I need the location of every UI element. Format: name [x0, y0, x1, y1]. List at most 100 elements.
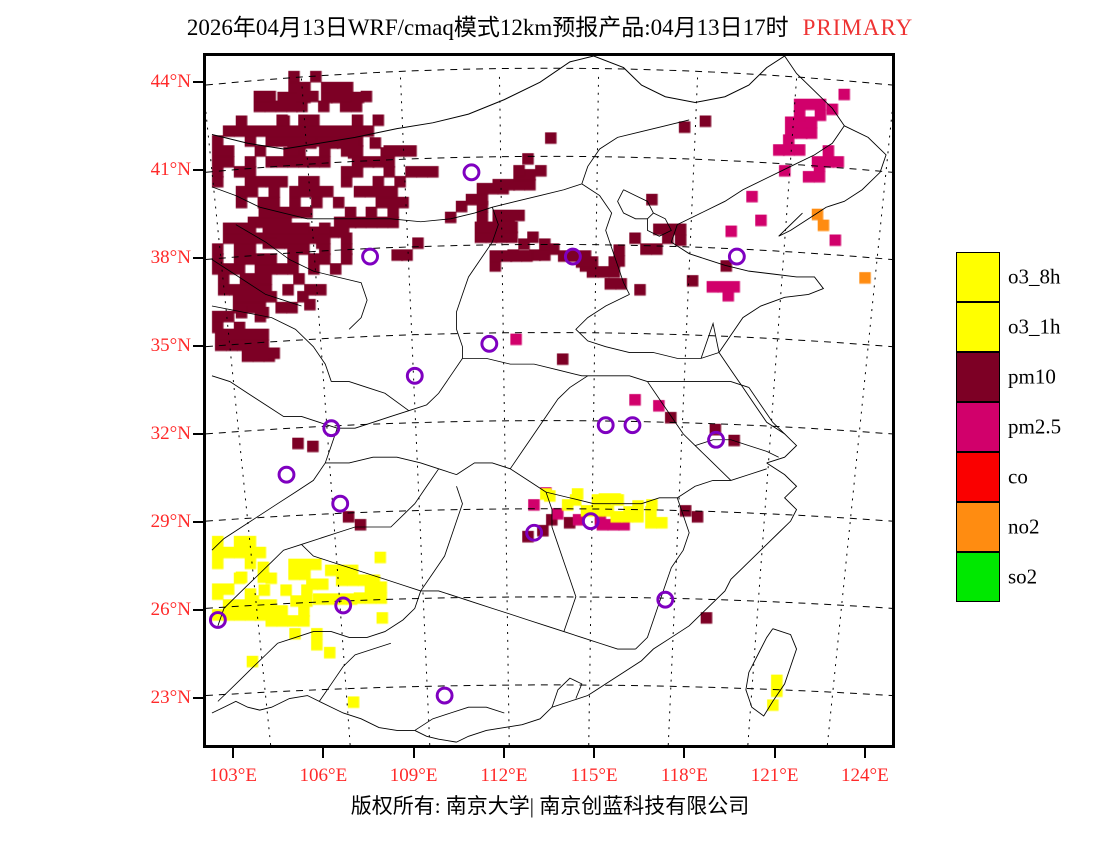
legend-row[interactable]: so2 — [956, 552, 1096, 602]
station-marker[interactable] — [581, 512, 600, 531]
legend-label: o3_1h — [1008, 314, 1061, 339]
boundary-line — [545, 491, 678, 505]
map-vector-overlay — [206, 56, 892, 745]
pollutant-legend: o3_8h o3_1h pm10 pm2.5 co no2 so2 — [956, 252, 1096, 602]
title-main-text: 2026年04月13日WRF/cmaq模式12km预报产品:04月13日17时 — [186, 15, 789, 40]
station-marker[interactable] — [623, 416, 642, 435]
x-axis-tick — [773, 748, 776, 758]
station-marker[interactable] — [707, 430, 725, 449]
station-marker[interactable] — [563, 247, 582, 266]
x-axis-label: 124°E — [841, 765, 889, 786]
station-marker[interactable] — [480, 334, 499, 353]
y-axis-tick — [193, 609, 203, 612]
station-marker[interactable] — [334, 596, 353, 615]
boundary-line — [235, 224, 368, 330]
legend-row[interactable]: pm10 — [956, 352, 1096, 402]
graticule-line — [399, 76, 431, 745]
x-axis-tick — [863, 748, 866, 758]
station-marker[interactable] — [525, 523, 544, 542]
y-axis-label: 32°N — [150, 423, 191, 445]
station-marker[interactable] — [405, 366, 424, 385]
boundary-line — [361, 206, 493, 223]
x-axis-tick — [593, 748, 596, 758]
boundary-line — [331, 381, 410, 412]
boundary-line — [301, 544, 421, 592]
y-axis-label: 41°N — [150, 159, 191, 181]
boundary-line — [617, 189, 654, 220]
boundary-line — [217, 544, 302, 626]
boundary-line — [545, 491, 577, 632]
boundary-line — [745, 628, 798, 717]
graticule-line — [206, 67, 892, 86]
legend-swatch-so2 — [956, 552, 1000, 602]
x-axis-label: 115°E — [570, 765, 618, 786]
legend-label: pm2.5 — [1008, 414, 1062, 439]
boundary-line — [211, 259, 302, 307]
y-axis-tick — [193, 345, 203, 348]
boundary-line — [420, 590, 636, 650]
boundary-line — [462, 357, 648, 382]
y-axis-tick — [193, 257, 203, 260]
y-axis-label: 29°N — [150, 511, 191, 533]
boundary-line — [593, 56, 785, 103]
boundary-line — [318, 642, 392, 702]
x-axis-label: 106°E — [299, 765, 348, 786]
graticule — [206, 67, 892, 745]
station-marker[interactable] — [208, 611, 227, 629]
legend-swatch-pm2-5 — [956, 402, 1000, 452]
legend-row[interactable]: pm2.5 — [956, 402, 1096, 452]
station-marker[interactable] — [596, 416, 615, 435]
y-axis-tick — [193, 81, 203, 84]
copyright-footer: 版权所有: 南京大学| 南京创蓝科技有限公司 — [350, 794, 750, 818]
boundary-line — [211, 695, 415, 731]
station-marker[interactable] — [656, 590, 675, 609]
x-axis-tick — [683, 748, 686, 758]
y-axis-label: 23°N — [150, 687, 191, 709]
y-axis-label: 35°N — [150, 335, 191, 357]
graticule-line — [826, 108, 892, 745]
legend-row[interactable]: o3_8h — [956, 252, 1096, 302]
boundary-line — [325, 456, 457, 476]
legend-swatch-no2 — [956, 502, 1000, 552]
boundary-line — [509, 375, 588, 470]
graticule-line — [206, 155, 892, 173]
map-plot-area[interactable] — [203, 53, 895, 748]
boundary-line — [211, 305, 332, 382]
station-marker[interactable] — [361, 247, 379, 266]
legend-row[interactable]: o3_1h — [956, 302, 1096, 352]
graticule-line — [588, 76, 600, 745]
y-axis-tick — [193, 521, 203, 524]
boundary-line — [647, 381, 749, 388]
boundary-line — [492, 183, 582, 208]
legend-swatch-o3-1h — [956, 302, 1000, 352]
x-axis-tick — [412, 748, 415, 758]
graticule-line — [206, 332, 892, 348]
graticule-line — [206, 508, 892, 522]
boundary-line — [575, 294, 720, 359]
boundary-line — [635, 497, 690, 650]
station-marker[interactable] — [435, 686, 454, 705]
station-marker-layer — [208, 163, 746, 705]
legend-row[interactable]: co — [956, 452, 1096, 502]
graticule-line — [667, 76, 699, 745]
boundary-line — [420, 486, 463, 592]
boundary-line — [277, 590, 422, 644]
x-axis-label: 112°E — [480, 765, 528, 786]
boundary-line — [670, 224, 825, 464]
boundary-line — [456, 207, 499, 359]
x-axis-tick — [322, 748, 325, 758]
station-marker[interactable] — [322, 419, 341, 438]
x-axis-tick — [502, 748, 505, 758]
station-marker[interactable] — [277, 465, 296, 484]
station-marker[interactable] — [462, 163, 481, 182]
boundary-line — [748, 387, 785, 435]
x-axis-label: 103°E — [209, 765, 257, 786]
boundary-line — [456, 462, 547, 493]
station-marker[interactable] — [331, 494, 350, 513]
page-title: 2026年04月13日WRF/cmaq模式12km预报产品:04月13日17时 P… — [0, 8, 1100, 42]
station-marker[interactable] — [727, 247, 746, 266]
boundary-line — [301, 468, 440, 545]
legend-row[interactable]: no2 — [956, 502, 1096, 552]
graticule-line — [300, 76, 351, 745]
graticule-line — [498, 76, 510, 745]
